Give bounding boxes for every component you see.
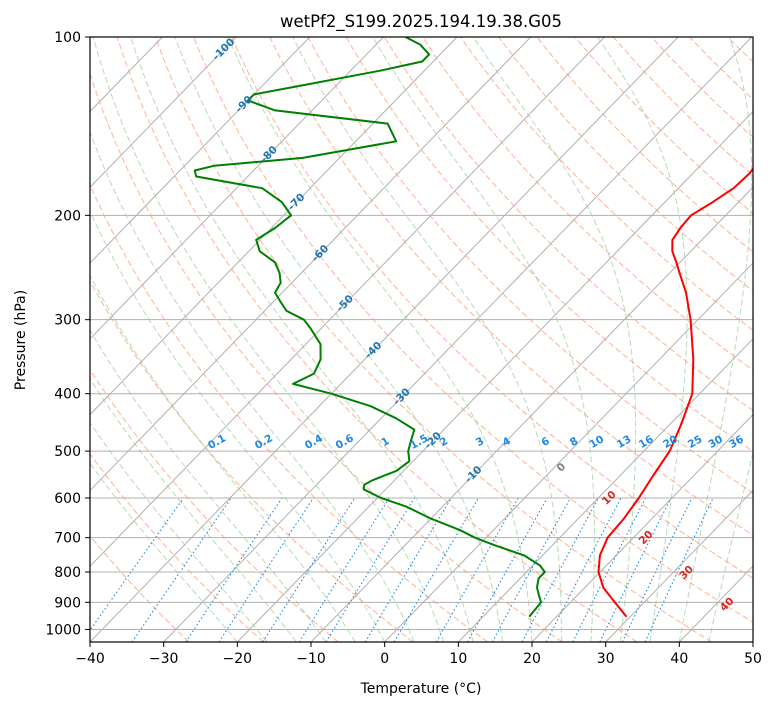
y-axis-title: Pressure (hPa)	[13, 290, 29, 390]
isotherm-line	[457, 338, 753, 642]
profile-lines	[193, 37, 753, 618]
isotherm-line	[90, 37, 458, 416]
isotherm-line	[90, 37, 311, 264]
dry-adiabat	[422, 37, 753, 371]
dry-adiabat	[307, 37, 753, 494]
mixing-ratio-line	[262, 497, 356, 642]
y-tick-label: 100	[54, 30, 81, 46]
chart-title: wetPf2_S199.2025.194.19.38.G05	[280, 12, 562, 32]
mixing-ratio-line	[90, 497, 184, 632]
dry-adiabat	[269, 37, 753, 536]
mixing-ratio-line	[521, 497, 599, 642]
dry-adiabat	[90, 183, 488, 642]
moist-adiabat	[292, 37, 562, 642]
isotherm-line	[90, 37, 605, 567]
x-tick-label: 40	[670, 651, 688, 667]
dry-adiabat	[231, 37, 753, 579]
x-tick-label: 10	[449, 651, 467, 667]
moist-adiabat	[90, 377, 297, 642]
dewpoint-line	[193, 37, 546, 618]
dry-adiabat	[90, 368, 339, 642]
y-tick-label: 500	[54, 444, 81, 460]
y-tick-label: 300	[54, 313, 81, 329]
y-tick-label: 700	[54, 531, 81, 547]
x-tick-label: −20	[223, 651, 253, 667]
temperature-line	[597, 167, 753, 618]
moist-adiabat	[174, 37, 503, 642]
isotherm-line	[163, 37, 753, 642]
moist-adiabat	[130, 37, 474, 642]
y-tick-label: 400	[54, 387, 81, 403]
moist-adiabat	[90, 421, 268, 642]
x-tick-label: 0	[380, 651, 389, 667]
mixing-ratio-line	[621, 497, 693, 642]
moist-adiabat	[678, 37, 753, 642]
moist-adiabat	[90, 329, 327, 642]
isotherm-line	[531, 413, 753, 642]
moist-adiabat	[227, 37, 533, 642]
mixing-ratio-line	[599, 497, 672, 642]
moist-adiabat	[92, 37, 445, 642]
y-tick-label: 1000	[45, 622, 81, 638]
moist-adiabat	[90, 274, 356, 642]
isotherm-line	[90, 37, 679, 642]
mixing-ratio-line	[572, 497, 647, 642]
isotherm-line	[90, 37, 532, 492]
dry-adiabat	[193, 37, 753, 623]
mixing-ratio-line	[491, 497, 571, 642]
isotherm-line	[310, 186, 753, 642]
dry-adiabat	[90, 534, 190, 642]
isotherm-line	[236, 110, 753, 642]
mixing-ratio-line	[325, 497, 415, 642]
isotherm-line	[605, 489, 753, 642]
mixing-ratio-line	[644, 497, 714, 642]
moist-adiabat	[90, 131, 415, 642]
dry-adiabat	[383, 37, 753, 412]
dry-adiabat	[154, 37, 712, 642]
x-tick-label: 50	[744, 651, 762, 667]
y-tick-label: 900	[54, 595, 81, 611]
moist-adiabat	[372, 37, 595, 642]
y-tick-label: 600	[54, 491, 81, 507]
mixing-ratio-line	[467, 497, 548, 642]
x-tick-label: −10	[296, 651, 326, 667]
mixing-ratio-line	[131, 497, 232, 642]
axis-ticks: −40 −30 −20 −10 0 10 20 30 40 50 100 200 300 400 500 60…	[45, 30, 762, 667]
moist-adiabat	[708, 450, 753, 642]
moist-adiabat	[90, 210, 386, 642]
y-tick-label: 200	[54, 208, 81, 224]
isotherm-line	[90, 37, 237, 188]
pressure-gridlines	[90, 37, 753, 630]
background-lines	[90, 37, 753, 642]
moist-adiabat	[596, 37, 688, 642]
x-axis-title: Temperature (°C)	[360, 681, 482, 697]
dry-adiabat	[90, 279, 414, 642]
x-tick-label: −40	[75, 651, 105, 667]
dry-adiabat	[116, 37, 638, 642]
plot-frame	[89, 36, 754, 643]
mixing-ratio-line	[185, 497, 283, 642]
y-tick-label: 800	[54, 565, 81, 581]
isotherm-line	[90, 37, 384, 340]
dry-adiabat	[90, 72, 563, 642]
x-tick-label: 30	[597, 651, 615, 667]
mixing-ratio-line	[218, 497, 314, 642]
mixing-ratio-line	[298, 497, 390, 642]
x-tick-label: −30	[149, 651, 179, 667]
mixing-ratio-line	[545, 497, 622, 642]
x-tick-label: 20	[523, 651, 541, 667]
